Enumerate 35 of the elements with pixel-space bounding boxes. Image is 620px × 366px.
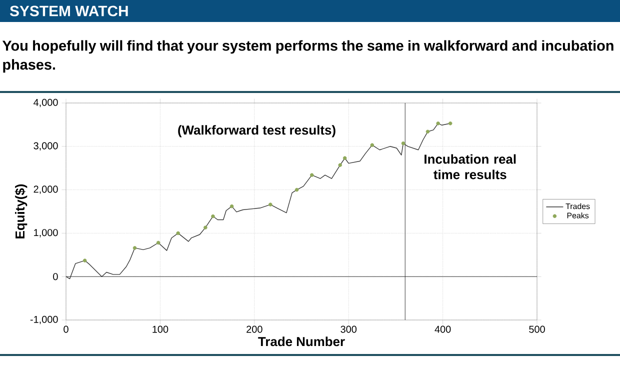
y-tick-label: 0 bbox=[53, 273, 58, 280]
x-tick-label: 0 bbox=[64, 326, 68, 333]
point bbox=[204, 226, 208, 230]
point bbox=[426, 130, 430, 134]
y-axis-title: Equity($) bbox=[14, 184, 28, 238]
x-tick-label: 100 bbox=[152, 326, 168, 333]
x-tick-label: 400 bbox=[434, 326, 451, 333]
point bbox=[176, 231, 180, 236]
chart-subtitle: You hopefully will find that your system performs the same in walkforward and incubation phases. bbox=[2, 40, 614, 73]
point bbox=[370, 143, 374, 147]
point bbox=[82, 258, 87, 262]
point bbox=[448, 122, 452, 126]
point bbox=[401, 141, 406, 146]
point bbox=[310, 173, 314, 177]
chart-title: SYSTEM WATCH bbox=[10, 6, 128, 16]
point bbox=[342, 156, 347, 160]
point bbox=[436, 122, 440, 126]
y-tick-label: 3,000 bbox=[34, 142, 58, 151]
y-tick-label: -1,000 bbox=[30, 316, 58, 324]
x-tick-label: 500 bbox=[529, 326, 545, 333]
y-tick-label: 4,000 bbox=[34, 98, 58, 108]
y-tick-label: 1,000 bbox=[34, 229, 58, 238]
point bbox=[132, 246, 137, 250]
x-tick-label: 200 bbox=[246, 326, 262, 333]
point bbox=[230, 204, 234, 208]
y-tick-label: 2,000 bbox=[34, 186, 58, 194]
x-tick-label: 300 bbox=[340, 326, 357, 333]
annotation: (Walkforward test results) bbox=[178, 125, 336, 138]
point bbox=[211, 214, 215, 218]
point bbox=[156, 240, 160, 245]
ref-line-label: Incubation real time results bbox=[424, 154, 516, 180]
point bbox=[268, 202, 272, 206]
x-axis-title: Trade Number bbox=[258, 336, 345, 346]
point bbox=[294, 188, 299, 192]
point bbox=[338, 163, 342, 167]
